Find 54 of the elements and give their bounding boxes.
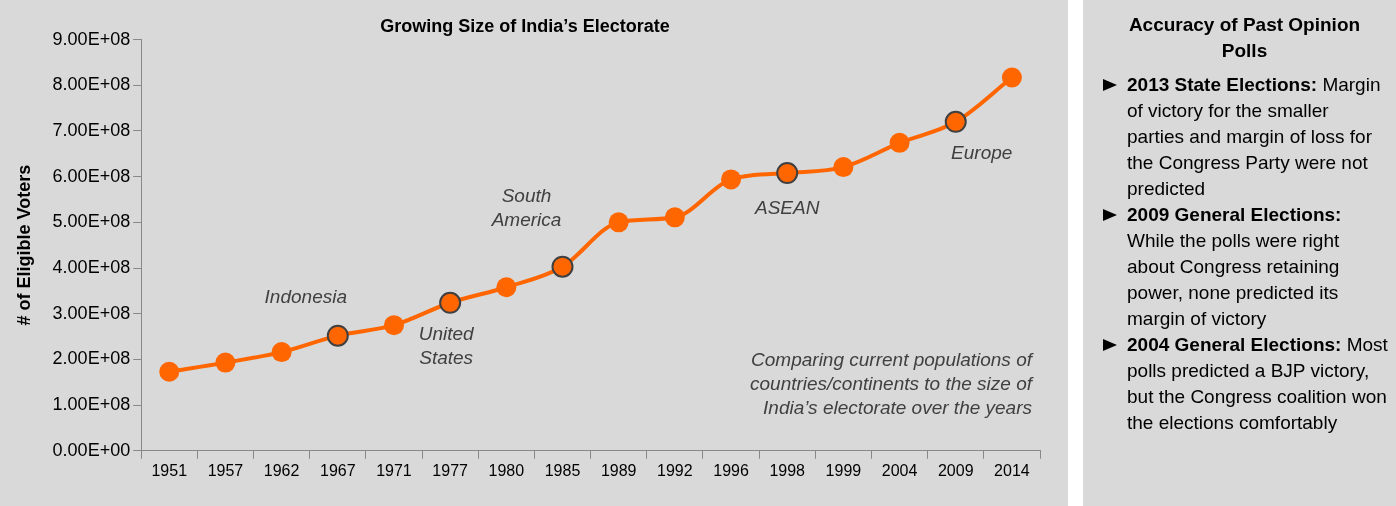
point bbox=[664, 207, 685, 228]
y-tick-label: 1.00E+08 bbox=[52, 394, 131, 415]
x-tick-label: 2014 bbox=[994, 461, 1030, 479]
y-tick-label: 9.00E+08 bbox=[52, 28, 131, 49]
y-tick-label: 4.00E+08 bbox=[52, 257, 131, 278]
x-tick-label: 1951 bbox=[151, 461, 188, 479]
text: 2004 General Elections: Most polls predicted a BJP victory, but the Congress coalition won the elections comfortably bbox=[1127, 334, 1388, 433]
x-tick-label: 1980 bbox=[488, 461, 525, 479]
annotation: ASEAN bbox=[753, 197, 820, 219]
point bbox=[159, 361, 180, 382]
x-tick-label: 1977 bbox=[432, 461, 469, 479]
y-tick-label: 2.00E+08 bbox=[52, 348, 131, 369]
annotation: Europe bbox=[951, 142, 1013, 164]
y-tick-label: 0.00E+00 bbox=[52, 439, 131, 460]
point bbox=[496, 277, 517, 298]
point bbox=[776, 162, 799, 185]
y-tick-label: 6.00E+08 bbox=[52, 165, 131, 186]
x-tick-label: 1967 bbox=[319, 461, 356, 479]
point bbox=[833, 157, 854, 178]
x-tick-label: 1998 bbox=[769, 461, 806, 479]
annotation: South America bbox=[490, 184, 562, 230]
point bbox=[721, 169, 742, 190]
x-tick-label: 1992 bbox=[657, 461, 693, 479]
point bbox=[608, 212, 629, 233]
annotation: United States bbox=[418, 323, 476, 369]
annotation: Indonesia bbox=[264, 285, 347, 307]
x-tick-label: 2009 bbox=[937, 461, 974, 479]
text: 2013 State Elections: Margin of victory for the smaller parties and margin of loss for the Congress Party were not predicted bbox=[1127, 74, 1381, 199]
point bbox=[551, 255, 574, 278]
point bbox=[944, 110, 967, 133]
x-tick-label: 1989 bbox=[600, 461, 637, 479]
y-axis-title: # of Eligible Voters bbox=[13, 164, 34, 326]
point bbox=[326, 324, 349, 347]
annotation: Comparing current populations of countries/continents to the size of India’s electorate over the years bbox=[749, 348, 1032, 420]
text: Accuracy of Past Opinion Polls bbox=[1127, 13, 1362, 63]
point bbox=[1001, 67, 1022, 88]
y-tick-label: 3.00E+08 bbox=[52, 302, 131, 323]
x-tick-label: 1962 bbox=[263, 461, 300, 479]
y-tick-label: 7.00E+08 bbox=[52, 119, 131, 140]
y-tick-label: 8.00E+08 bbox=[52, 74, 131, 95]
x-tick-label: 1957 bbox=[207, 461, 244, 479]
x-tick-label: 1971 bbox=[376, 461, 412, 479]
point bbox=[215, 352, 236, 373]
text: 2009 General Elections: While the polls were right about Congress retaining power, none predicted its margin of victory bbox=[1127, 204, 1342, 329]
point bbox=[271, 342, 292, 363]
point bbox=[439, 291, 462, 314]
x-tick-label: 1999 bbox=[825, 461, 862, 479]
x-tick-label: 1996 bbox=[713, 461, 749, 479]
point bbox=[383, 315, 404, 336]
y-tick-label: 5.00E+08 bbox=[52, 211, 131, 232]
x-tick-label: 1985 bbox=[544, 461, 581, 479]
chart-title: Growing Size of India’s Electorate bbox=[380, 15, 670, 36]
x-tick-label: 2004 bbox=[881, 461, 918, 479]
point bbox=[889, 132, 910, 153]
